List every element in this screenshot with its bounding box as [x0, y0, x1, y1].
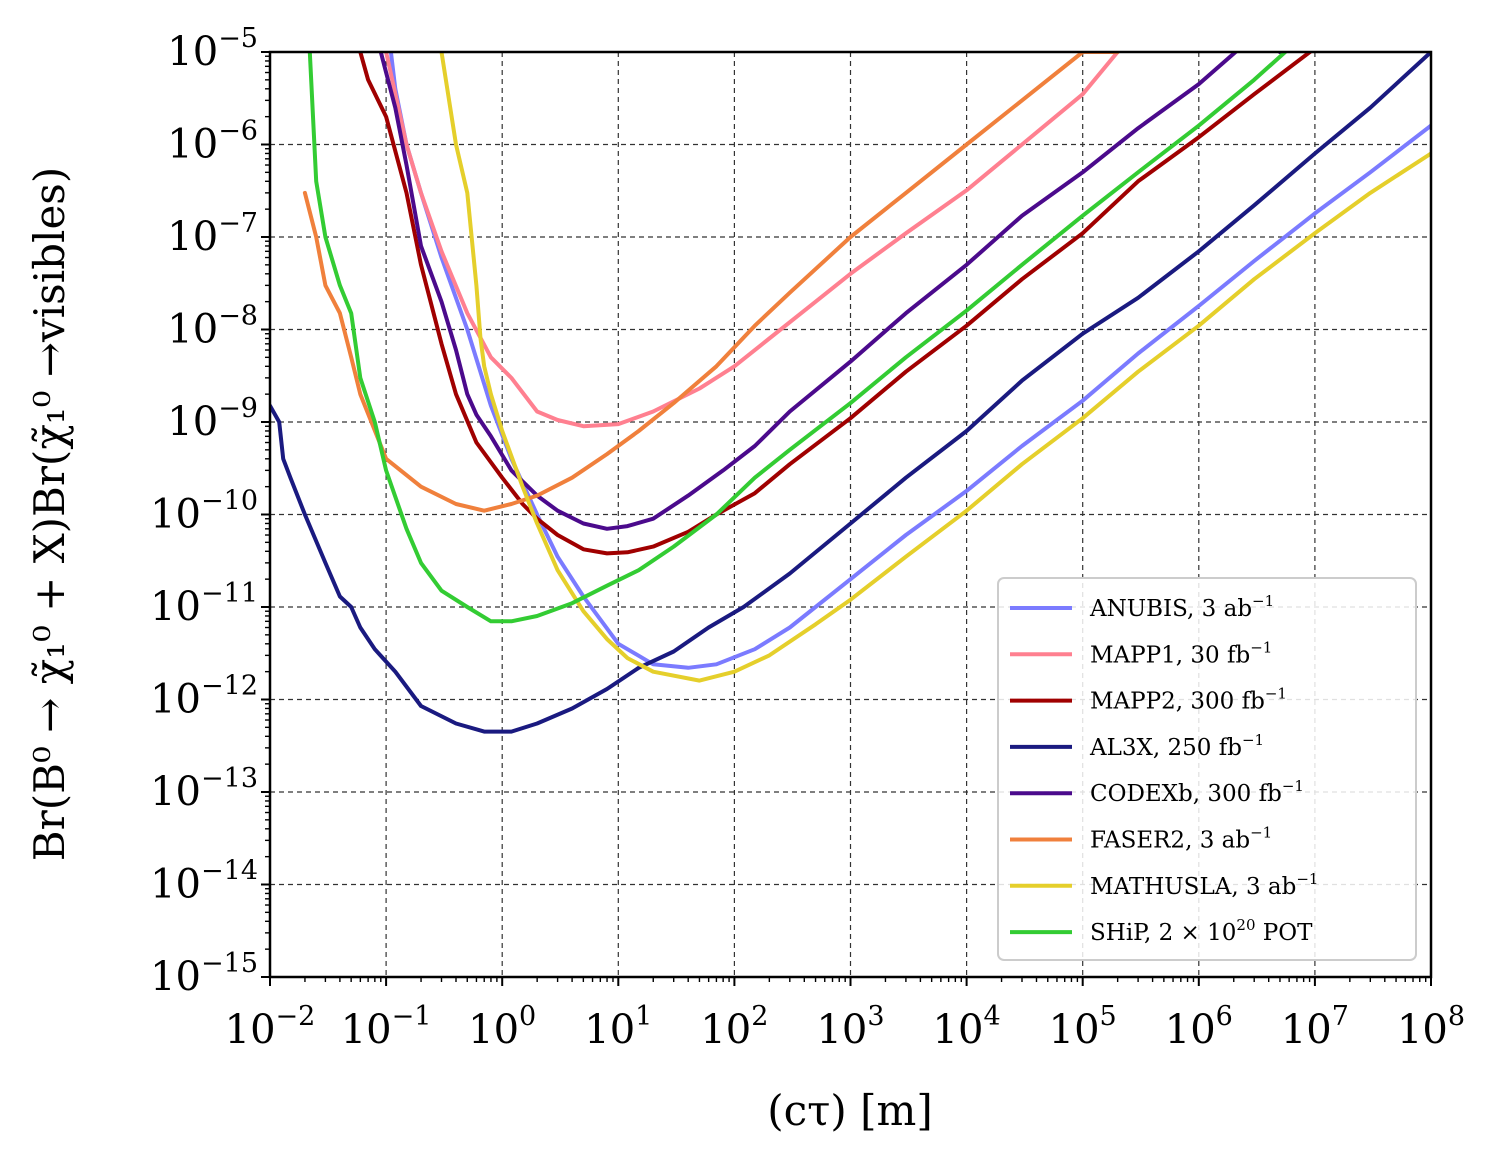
y-tick-label: 10−10 [150, 486, 258, 538]
x-tick-label: 104 [933, 1001, 1001, 1053]
x-tick-label: 100 [468, 1001, 536, 1053]
y-tick-label: 10−5 [167, 23, 258, 75]
x-tick-label: 10−2 [225, 1001, 316, 1053]
x-tick-label: 105 [1049, 1001, 1117, 1053]
x-tick-labels: 10−2 10−1 100 101 102 103 104 105 106 107 108 [225, 1001, 1465, 1053]
y-axis-title: Br(B⁰ → χ̃₁⁰ + X)Br(χ̃₁⁰ →visibles) [25, 167, 74, 861]
series-line-faser2 [302, 52, 1120, 513]
y-tick-label: 10−11 [150, 578, 258, 630]
y-tick-labels: 10−5 10−6 10−7 10−8 10−9 10−10 10−11 10−12 10−13… [150, 23, 258, 1000]
legend-label-faser2: FASER2, 3 ab−1 [1090, 824, 1272, 854]
series-line-mapp2 [358, 52, 1314, 556]
legend-label-mapp1: MAPP1, 30 fb−1 [1090, 638, 1272, 668]
x-tick-label: 102 [700, 1001, 768, 1053]
y-tick-label: 10−12 [150, 671, 258, 723]
x-tick-label: 107 [1281, 1001, 1349, 1053]
series-line-ship [307, 52, 1289, 624]
legend: ANUBIS, 3 ab−1 MAPP1, 30 fb−1 MAPP2, 300 f… [997, 577, 1417, 961]
y-tick-label: 10−7 [167, 208, 258, 260]
x-tick-label: 10−1 [341, 1001, 432, 1053]
major-ticks [261, 51, 1432, 986]
x-tick-label: 108 [1397, 1001, 1465, 1053]
y-tick-label: 10−13 [150, 763, 258, 815]
x-tick-label: 103 [816, 1001, 884, 1053]
x-axis-title: (cτ) [m] [767, 1086, 932, 1135]
legend-label-codexb: CODEXb, 300 fb−1 [1090, 777, 1304, 807]
legend-label-anubis: ANUBIS, 3 ab−1 [1089, 592, 1274, 622]
series-layer [270, 52, 1431, 734]
x-tick-label: 101 [584, 1001, 652, 1053]
series-line-mapp1 [384, 52, 1120, 429]
y-tick-label: 10−15 [150, 948, 258, 1000]
y-tick-label: 10−6 [167, 116, 258, 168]
legend-box [997, 577, 1417, 961]
series-line-codexb [378, 52, 1282, 531]
series-line-anubis [388, 52, 1431, 670]
series-line-mathusla [439, 52, 1431, 683]
y-tick-label: 10−9 [167, 393, 258, 445]
y-tick-label: 10−8 [167, 301, 258, 353]
legend-label-mathusla: MATHUSLA, 3 ab−1 [1090, 870, 1318, 900]
y-tick-label: 10−14 [150, 856, 258, 908]
legend-label-al3x: AL3X, 250 fb−1 [1089, 731, 1264, 761]
legend-label-mapp2: MAPP2, 300 fb−1 [1090, 685, 1287, 715]
legend-label-ship: SHiP, 2 × 1020 POT [1090, 916, 1313, 946]
x-tick-label: 106 [1165, 1001, 1233, 1053]
series-line-al3x [270, 52, 1431, 734]
